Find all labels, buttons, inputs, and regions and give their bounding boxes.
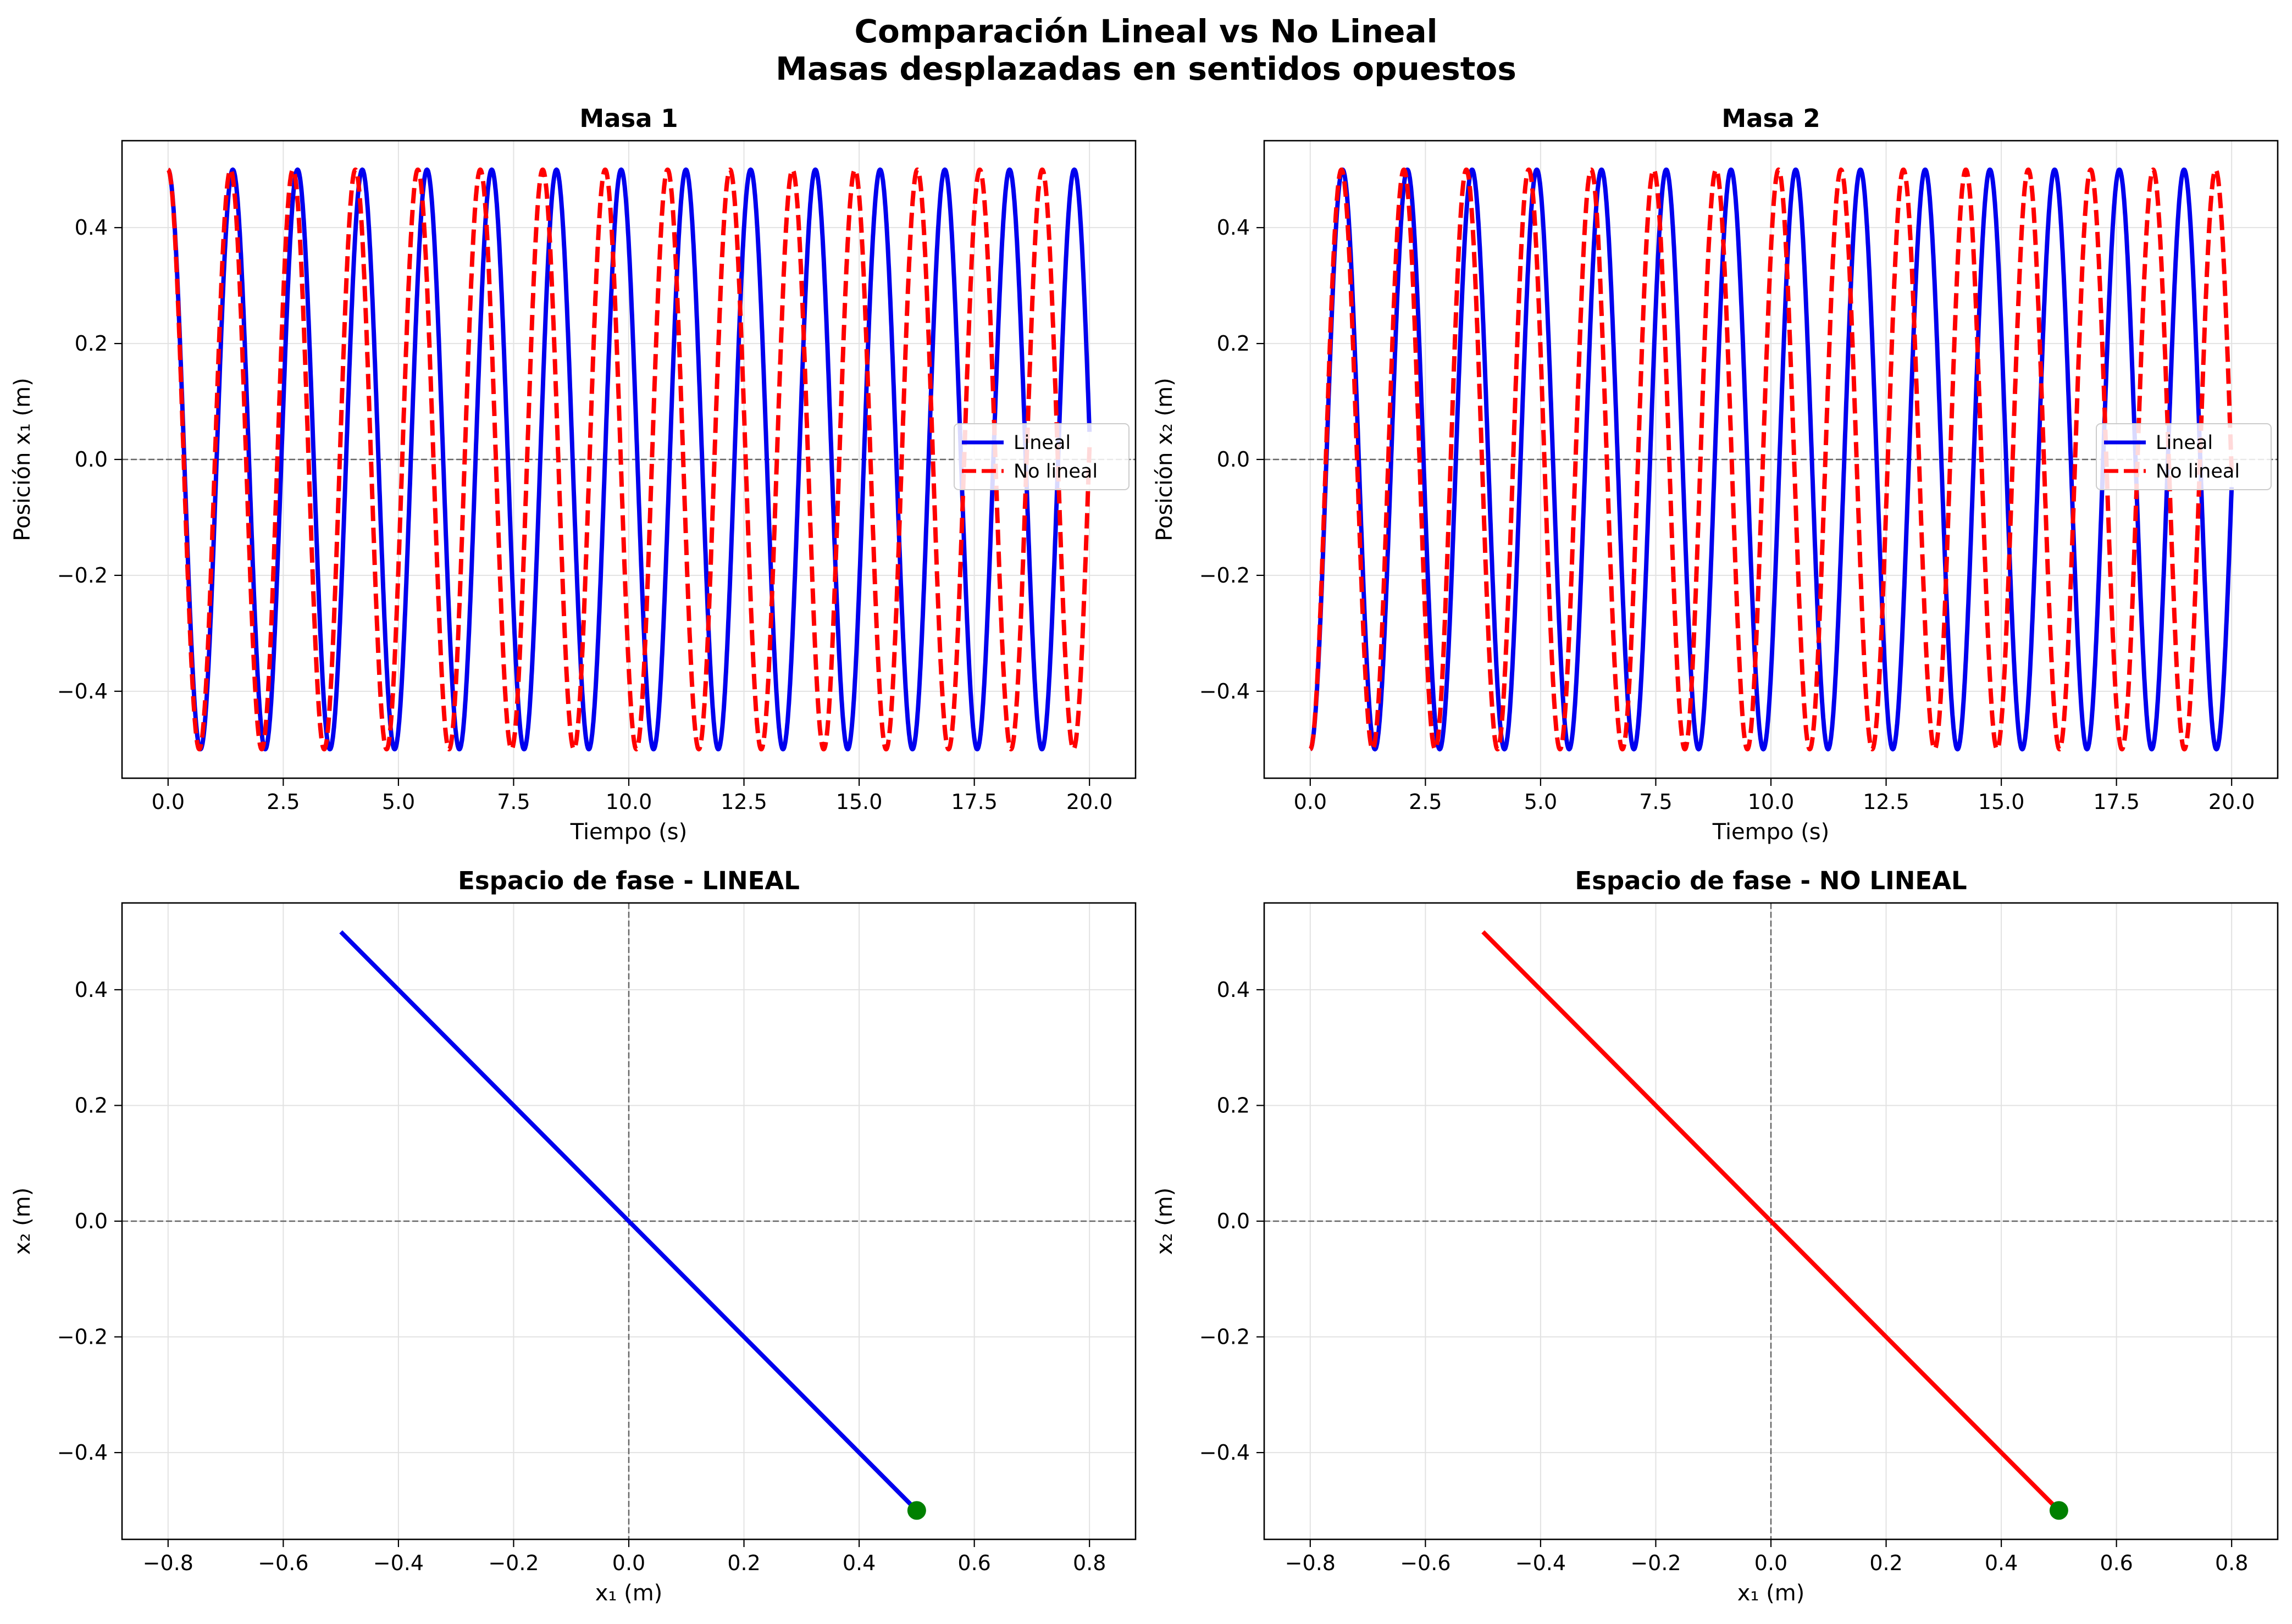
x-tick-label-6: 0.4 <box>1985 1551 2018 1575</box>
panel-fase_lineal: −0.8 −0.6 −0.4 −0.2 0.0 0.2 0.4 0.6 0.8 −0.4 −0.2 0… <box>10 866 1137 1606</box>
series-0 <box>1481 930 2061 1512</box>
y-tick-label-2: 0.0 <box>75 1209 108 1233</box>
x-axis-label: Tiempo (s) <box>1712 819 1830 845</box>
x-tick-label-3: 7.5 <box>1639 790 1672 814</box>
x-tick-label-2: 5.0 <box>382 790 415 814</box>
y-tick-label-1: −0.2 <box>57 1325 108 1349</box>
y-axis-label: x₂ (m) <box>1152 1188 1177 1255</box>
y-tick-label-4: 0.4 <box>1217 978 1250 1002</box>
x-tick-label-0: −0.8 <box>143 1551 193 1575</box>
legend: Lineal No lineal <box>2096 423 2272 490</box>
panel-masa1: 0.0 2.5 5.0 7.5 10.0 12.5 15.0 17.5 20.0 −0.4 −0.2… <box>10 104 1137 845</box>
x-tick-label-0: −0.8 <box>1285 1551 1336 1575</box>
x-tick-label-3: −0.2 <box>488 1551 539 1575</box>
x-tick-label-0: 0.0 <box>1294 790 1327 814</box>
y-tick-label-3: 0.2 <box>1217 331 1250 356</box>
legend-label-1: No lineal <box>1014 461 1098 483</box>
y-tick-label-1: −0.2 <box>57 563 108 587</box>
y-axis-label: Posición x₁ (m) <box>10 378 35 541</box>
x-tick-label-1: −0.6 <box>258 1551 308 1575</box>
y-tick-label-1: −0.2 <box>1199 563 1250 587</box>
legend-label-0: Lineal <box>2156 432 2213 454</box>
x-tick-label-4: 0.0 <box>1754 1551 1787 1575</box>
y-tick-label-4: 0.4 <box>1217 215 1250 240</box>
x-tick-label-6: 15.0 <box>1978 790 2025 814</box>
x-tick-label-7: 17.5 <box>2093 790 2140 814</box>
x-tick-label-7: 0.6 <box>2100 1551 2133 1575</box>
series-0 <box>339 930 918 1512</box>
y-tick-label-2: 0.0 <box>1217 1209 1250 1233</box>
legend-label-0: Lineal <box>1014 432 1071 454</box>
figure-title-line2: Masas desplazadas en sentidos opuestos <box>776 50 1516 87</box>
x-tick-label-5: 0.2 <box>727 1551 760 1575</box>
figure-title-line1: Comparación Lineal vs No Lineal <box>854 13 1437 50</box>
x-axis-label: x₁ (m) <box>595 1581 663 1606</box>
y-tick-label-3: 0.2 <box>75 1093 108 1117</box>
panel-fase_no_lineal: −0.8 −0.6 −0.4 −0.2 0.0 0.2 0.4 0.6 0.8 −0.4 −0.2 0… <box>1152 866 2279 1606</box>
x-tick-label-5: 12.5 <box>721 790 767 814</box>
y-tick-label-1: −0.2 <box>1199 1325 1250 1349</box>
y-tick-label-4: 0.4 <box>75 978 108 1002</box>
panel-title: Espacio de fase - NO LINEAL <box>1575 866 1967 895</box>
y-tick-label-2: 0.0 <box>75 447 108 472</box>
x-tick-label-8: 20.0 <box>1066 790 1113 814</box>
x-tick-label-3: 7.5 <box>497 790 530 814</box>
y-tick-label-0: −0.4 <box>1199 1440 1250 1465</box>
y-tick-label-0: −0.4 <box>57 1440 108 1465</box>
x-tick-label-2: −0.4 <box>1515 1551 1566 1575</box>
legend-box <box>954 423 1130 490</box>
start-marker <box>907 1501 926 1520</box>
x-tick-label-8: 20.0 <box>2208 790 2255 814</box>
x-tick-label-8: 0.8 <box>2215 1551 2248 1575</box>
panel-title: Espacio de fase - LINEAL <box>458 866 800 895</box>
x-tick-label-7: 17.5 <box>951 790 998 814</box>
x-tick-label-4: 10.0 <box>606 790 652 814</box>
panels: 0.0 2.5 5.0 7.5 10.0 12.5 15.0 17.5 20.0 −0.4 −0.2… <box>10 104 2279 1606</box>
x-tick-label-4: 10.0 <box>1748 790 1795 814</box>
x-tick-label-1: 2.5 <box>267 790 300 814</box>
x-axis-label: x₁ (m) <box>1737 1581 1805 1606</box>
x-tick-label-2: −0.4 <box>373 1551 424 1575</box>
y-tick-label-0: −0.4 <box>1199 679 1250 703</box>
x-tick-label-8: 0.8 <box>1073 1551 1106 1575</box>
x-tick-label-0: 0.0 <box>152 790 185 814</box>
x-tick-label-6: 15.0 <box>836 790 883 814</box>
x-tick-label-7: 0.6 <box>957 1551 990 1575</box>
series-lineal <box>166 167 1092 752</box>
legend-box <box>2096 423 2272 490</box>
x-tick-label-1: −0.6 <box>1400 1551 1451 1575</box>
x-tick-label-2: 5.0 <box>1524 790 1557 814</box>
y-tick-label-3: 0.2 <box>75 331 108 356</box>
y-tick-label-2: 0.0 <box>1217 447 1250 472</box>
y-axis-label: Posición x₂ (m) <box>1152 378 1177 541</box>
panel-masa2: 0.0 2.5 5.0 7.5 10.0 12.5 15.0 17.5 20.0 −0.4 −0.2… <box>1152 104 2279 845</box>
y-tick-label-4: 0.4 <box>75 215 108 240</box>
panel-title: Masa 1 <box>579 104 678 133</box>
y-tick-label-3: 0.2 <box>1217 1093 1250 1117</box>
x-tick-label-5: 12.5 <box>1863 790 1909 814</box>
x-tick-label-5: 0.2 <box>1869 1551 1902 1575</box>
legend-label-1: No lineal <box>2156 461 2240 483</box>
x-tick-label-4: 0.0 <box>612 1551 645 1575</box>
y-tick-label-0: −0.4 <box>57 679 108 703</box>
legend: Lineal No lineal <box>954 423 1130 490</box>
start-marker <box>2049 1501 2068 1520</box>
series-lineal <box>1308 167 2234 752</box>
x-tick-label-3: −0.2 <box>1630 1551 1681 1575</box>
y-axis-label: x₂ (m) <box>10 1188 35 1255</box>
x-axis-label: Tiempo (s) <box>570 819 688 845</box>
panel-title: Masa 2 <box>1721 104 1820 133</box>
x-tick-label-6: 0.4 <box>843 1551 876 1575</box>
x-tick-label-1: 2.5 <box>1409 790 1442 814</box>
